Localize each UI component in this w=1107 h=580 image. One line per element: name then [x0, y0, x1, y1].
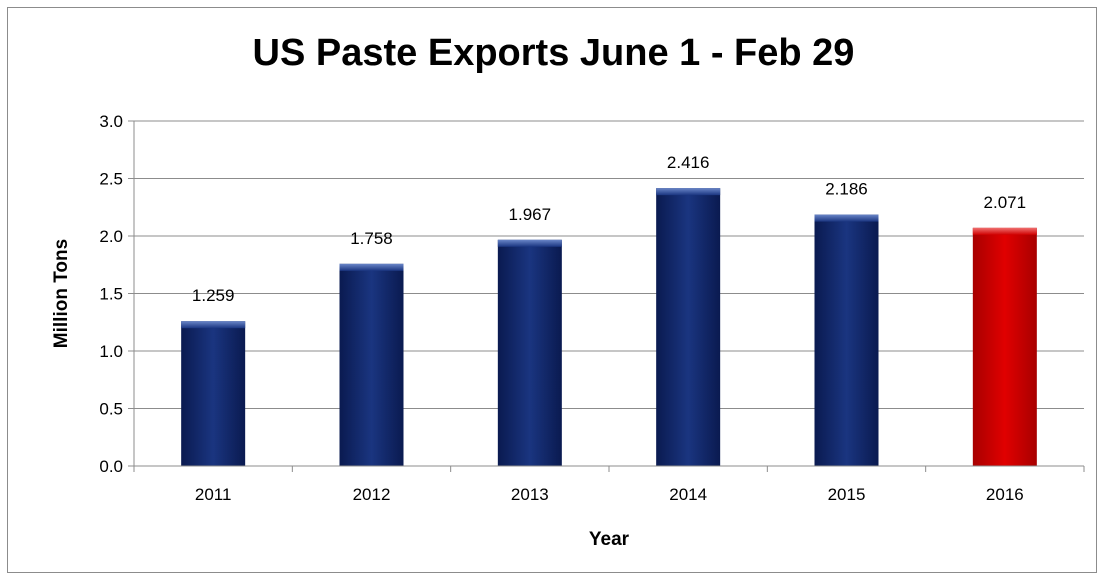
- y-tick-label: 0.5: [99, 400, 123, 419]
- y-axis-ticks: 0.0 0.5 1.0 1.5 2.0 2.5 3.0: [99, 112, 135, 476]
- y-tick-label: 0.0: [99, 457, 123, 476]
- bar-2014: [656, 188, 721, 466]
- bar-2016: [972, 227, 1037, 466]
- x-axis-ticks: 2011 2012 2013 2014 2015 2016: [133, 466, 1085, 504]
- x-tick-label: 2014: [669, 485, 707, 504]
- bar-2013: [497, 239, 562, 466]
- y-tick-label: 3.0: [99, 112, 123, 131]
- bar-body: [656, 188, 721, 466]
- chart-title: US Paste Exports June 1 - Feb 29: [252, 32, 855, 74]
- bars: [181, 188, 1037, 466]
- y-axis-title: Million Tons: [51, 239, 72, 348]
- bar-body: [497, 239, 562, 466]
- data-label-2014: 2.416: [667, 153, 710, 172]
- bar-body: [972, 227, 1037, 466]
- bar-body: [181, 321, 246, 466]
- x-tick-label: 2011: [195, 485, 232, 504]
- x-axis-title: Year: [589, 529, 630, 550]
- data-labels: 1.259 1.758 1.967 2.416 2.186 2.071: [192, 153, 1026, 305]
- bar-cap: [656, 188, 721, 196]
- bar-2012: [339, 263, 404, 466]
- bar-body: [339, 263, 404, 466]
- y-tick-label: 1.5: [99, 285, 123, 304]
- data-label-2011: 1.259: [192, 286, 235, 305]
- x-tick-label: 2016: [986, 485, 1024, 504]
- bar-cap: [497, 239, 562, 247]
- gridlines: [134, 120, 1084, 409]
- x-tick-label: 2013: [511, 485, 549, 504]
- data-label-2015: 2.186: [825, 180, 868, 199]
- y-tick-label: 2.0: [99, 227, 123, 246]
- y-tick-label: 1.0: [99, 342, 123, 361]
- data-label-2013: 1.967: [509, 205, 552, 224]
- x-tick-label: 2015: [828, 485, 866, 504]
- y-tick-label: 2.5: [99, 170, 123, 189]
- data-label-2016: 2.071: [984, 193, 1027, 212]
- data-label-2012: 1.758: [350, 229, 393, 248]
- x-tick-label: 2012: [353, 485, 391, 504]
- bar-2015: [814, 214, 879, 466]
- bar-cap: [814, 214, 879, 222]
- bar-2011: [181, 321, 246, 466]
- bar-body: [814, 214, 879, 466]
- bar-cap: [339, 263, 404, 271]
- bar-cap: [972, 227, 1037, 235]
- bar-cap: [181, 321, 246, 329]
